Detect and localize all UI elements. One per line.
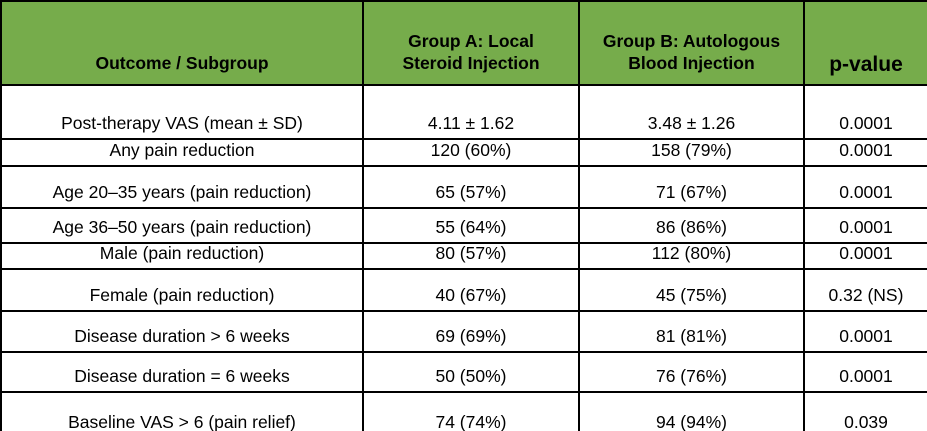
group-a-value: 120 (60%) [362,138,580,167]
table-row: Disease duration > 6 weeks 69 (69%) 81 (… [0,310,927,354]
p-value-cell: 0.0001 [803,84,927,140]
table-header-row: Outcome / Subgroup Group A: Local Steroi… [0,0,927,86]
group-a-value: 65 (57%) [362,165,580,209]
group-b-value: 158 (79%) [578,138,805,167]
group-a-value: 4.11 ± 1.62 [362,84,580,140]
p-value-cell: 0.0001 [803,351,927,394]
group-b-value: 94 (94%) [578,391,805,431]
outcome-label: Baseline VAS > 6 (pain relief) [0,391,364,431]
p-value-cell: 0.0001 [803,310,927,354]
group-b-value: 76 (76%) [578,351,805,394]
p-value-cell: 0.0001 [803,138,927,167]
group-a-value: 40 (67%) [362,268,580,313]
group-a-value: 69 (69%) [362,310,580,354]
table-row: Disease duration = 6 weeks 50 (50%) 76 (… [0,351,927,394]
outcome-label: Disease duration > 6 weeks [0,310,364,354]
table-row: Male (pain reduction) 80 (57%) 112 (80%)… [0,241,927,271]
table-row: Baseline VAS > 6 (pain relief) 74 (74%) … [0,391,927,431]
table-row: Post-therapy VAS (mean ± SD) 4.11 ± 1.62… [0,84,927,140]
p-value-cell: 0.0001 [803,241,927,271]
group-b-value: 86 (86%) [578,207,805,244]
group-a-value: 55 (64%) [362,207,580,244]
group-b-value: 3.48 ± 1.26 [578,84,805,140]
group-a-value: 74 (74%) [362,391,580,431]
p-value-cell: 0.32 (NS) [803,268,927,313]
p-value-cell: 0.039 [803,391,927,431]
outcome-label: Age 36–50 years (pain reduction) [0,207,364,244]
outcome-label: Male (pain reduction) [0,241,364,271]
outcome-label: Post-therapy VAS (mean ± SD) [0,84,364,140]
outcome-label: Any pain reduction [0,138,364,167]
outcome-label: Female (pain reduction) [0,268,364,313]
p-value-cell: 0.0001 [803,165,927,209]
outcome-label: Disease duration = 6 weeks [0,351,364,394]
table-row: Age 36–50 years (pain reduction) 55 (64%… [0,207,927,244]
group-b-value: 45 (75%) [578,268,805,313]
group-b-value: 81 (81%) [578,310,805,354]
table-row: Age 20–35 years (pain reduction) 65 (57%… [0,165,927,209]
table-row: Female (pain reduction) 40 (67%) 45 (75%… [0,268,927,313]
column-header-p-value: p-value [803,0,927,86]
group-a-value: 80 (57%) [362,241,580,271]
column-header-group-b: Group B: Autologous Blood Injection [578,0,805,86]
outcome-label: Age 20–35 years (pain reduction) [0,165,364,209]
group-b-value: 71 (67%) [578,165,805,209]
column-header-outcome-subgroup: Outcome / Subgroup [0,0,364,86]
column-header-group-a: Group A: Local Steroid Injection [362,0,580,86]
group-b-value: 112 (80%) [578,241,805,271]
table-row: Any pain reduction 120 (60%) 158 (79%) 0… [0,138,927,167]
group-a-value: 50 (50%) [362,351,580,394]
p-value-cell: 0.0001 [803,207,927,244]
